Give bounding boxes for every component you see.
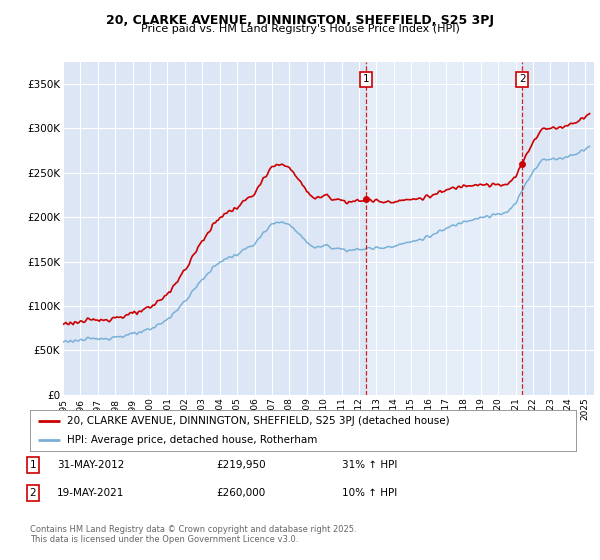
Text: 2: 2	[519, 74, 526, 85]
Text: 1: 1	[29, 460, 37, 470]
Bar	[366, 62, 522, 395]
Text: 20, CLARKE AVENUE, DINNINGTON, SHEFFIELD, S25 3PJ (detached house): 20, CLARKE AVENUE, DINNINGTON, SHEFFIELD…	[67, 417, 450, 426]
Text: 10% ↑ HPI: 10% ↑ HPI	[342, 488, 397, 498]
Text: Contains HM Land Registry data © Crown copyright and database right 2025.
This d: Contains HM Land Registry data © Crown c…	[30, 525, 356, 544]
Text: £219,950: £219,950	[216, 460, 266, 470]
Text: 19-MAY-2021: 19-MAY-2021	[57, 488, 124, 498]
Text: Price paid vs. HM Land Registry's House Price Index (HPI): Price paid vs. HM Land Registry's House …	[140, 24, 460, 34]
Text: 2: 2	[29, 488, 37, 498]
Text: 31-MAY-2012: 31-MAY-2012	[57, 460, 124, 470]
Text: 1: 1	[363, 74, 370, 85]
Text: HPI: Average price, detached house, Rotherham: HPI: Average price, detached house, Roth…	[67, 435, 317, 445]
Text: £260,000: £260,000	[216, 488, 265, 498]
Text: 31% ↑ HPI: 31% ↑ HPI	[342, 460, 397, 470]
Text: 20, CLARKE AVENUE, DINNINGTON, SHEFFIELD, S25 3PJ: 20, CLARKE AVENUE, DINNINGTON, SHEFFIELD…	[106, 14, 494, 27]
